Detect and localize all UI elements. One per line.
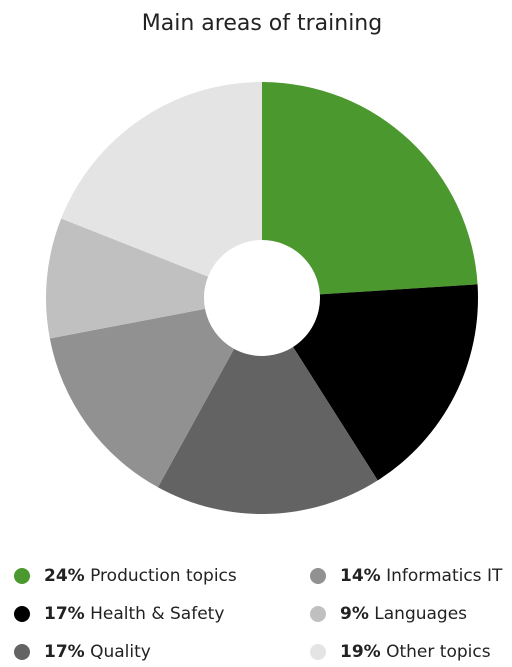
legend-value: 9% <box>340 604 369 624</box>
legend-label: 17% Quality <box>44 642 151 662</box>
legend-value: 14% <box>340 566 381 586</box>
legend-swatch <box>310 568 326 584</box>
legend-swatch <box>14 568 30 584</box>
legend-value: 17% <box>44 604 85 624</box>
legend-swatch <box>310 644 326 660</box>
legend-name: Languages <box>374 604 467 624</box>
legend-swatch <box>310 606 326 622</box>
legend-label: 14% Informatics IT <box>340 566 503 586</box>
legend-name: Other topics <box>386 642 491 662</box>
legend-label: 19% Other topics <box>340 642 491 662</box>
legend-name: Quality <box>90 642 151 662</box>
legend-swatch <box>14 644 30 660</box>
slice <box>61 82 263 277</box>
legend-value: 17% <box>44 642 85 662</box>
slice <box>293 284 478 481</box>
legend-name: Informatics IT <box>386 566 503 586</box>
slice <box>49 308 235 488</box>
legend-swatch <box>14 606 30 622</box>
legend-name: Health & Safety <box>90 604 224 624</box>
slice <box>46 218 209 339</box>
legend-label: 24% Production topics <box>44 566 237 586</box>
legend-label: 9% Languages <box>340 604 467 624</box>
chart-title: Main areas of training <box>142 11 382 36</box>
legend-label: 17% Health & Safety <box>44 604 224 624</box>
legend-name: Production topics <box>90 566 237 586</box>
slice <box>157 346 378 514</box>
legend-value: 24% <box>44 566 85 586</box>
legend-value: 19% <box>340 642 381 662</box>
slice <box>262 82 478 295</box>
